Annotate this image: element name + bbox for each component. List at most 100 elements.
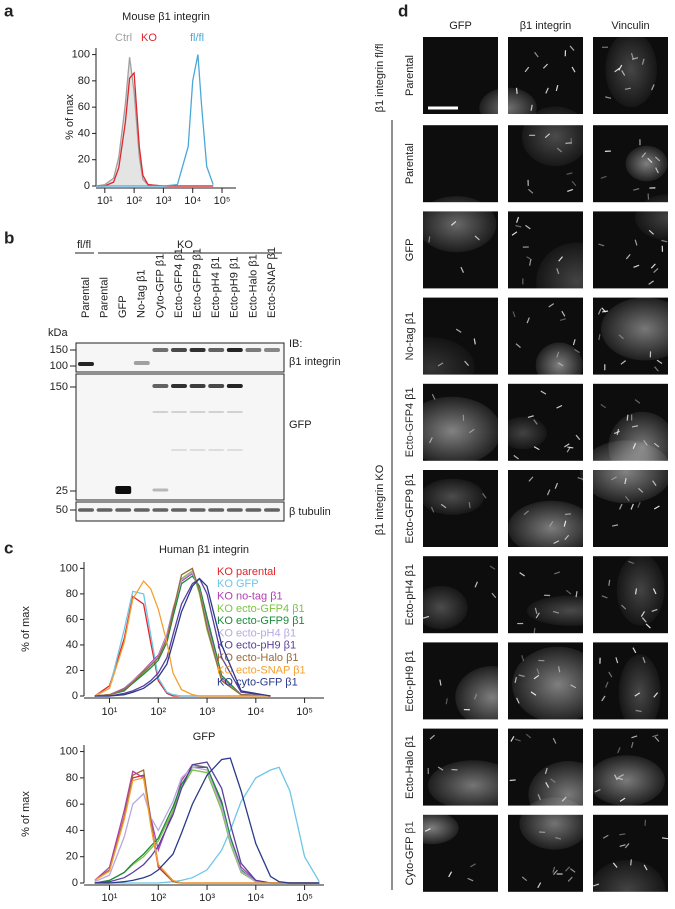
x-tick-label: 10¹	[102, 706, 118, 718]
lane-label: Ecto-Halo β1	[247, 254, 259, 318]
panel-letter: d	[398, 1, 408, 20]
adhesion	[651, 608, 658, 613]
adhesion	[618, 503, 623, 510]
cell-glow	[605, 31, 657, 108]
lane-label: GFP	[117, 295, 129, 318]
adhesion	[612, 524, 619, 527]
histogram-line	[94, 769, 320, 884]
adhesion	[474, 693, 478, 700]
cell-glow	[589, 859, 666, 909]
adhesion	[557, 362, 564, 367]
adhesion	[601, 307, 607, 313]
cell-glow	[386, 337, 475, 399]
adhesion	[602, 834, 609, 839]
adhesion	[431, 393, 436, 400]
y-tick-label: 40	[66, 824, 78, 836]
adhesion	[515, 87, 518, 94]
marker-label: 50	[56, 504, 68, 516]
band	[133, 361, 150, 365]
adhesion	[519, 572, 525, 577]
adhesion	[598, 243, 605, 247]
cell-glow	[625, 145, 668, 182]
band	[152, 411, 169, 413]
legend-label: KO cyto-GFP β1	[217, 677, 298, 689]
adhesion	[643, 864, 648, 871]
band	[171, 384, 187, 388]
adhesion	[429, 734, 435, 740]
adhesion	[515, 224, 522, 228]
adhesion	[637, 501, 641, 508]
adhesion	[429, 437, 433, 444]
cell-glow	[587, 755, 665, 806]
adhesion	[537, 794, 541, 801]
adhesion	[527, 415, 534, 419]
adhesion	[571, 66, 576, 73]
cell-glow	[521, 106, 590, 167]
cell-glow	[535, 342, 583, 388]
adhesion	[550, 778, 556, 783]
adhesion	[565, 589, 572, 595]
panel-letter: c	[4, 538, 13, 557]
adhesion	[641, 58, 645, 65]
adhesion	[556, 268, 560, 275]
legend-label: KO ecto-pH9 β1	[217, 640, 296, 652]
adhesion	[552, 610, 560, 614]
adhesion	[533, 627, 536, 634]
blot-group: fl/fl	[77, 239, 91, 251]
band	[208, 449, 225, 451]
adhesion	[652, 588, 657, 595]
adhesion	[570, 684, 577, 689]
row-label: Parental	[404, 55, 416, 96]
cell-glow	[403, 396, 502, 466]
adhesion	[653, 442, 660, 448]
band	[152, 508, 169, 512]
lane-label: Parental	[99, 277, 111, 318]
adhesion	[600, 403, 607, 409]
adhesion	[460, 266, 464, 273]
adhesion	[533, 674, 540, 680]
lane-label: Ecto-SNAP β1	[266, 247, 278, 318]
histogram-line	[94, 757, 320, 884]
adhesion	[450, 220, 457, 226]
adhesion	[656, 359, 663, 364]
band	[208, 384, 225, 388]
band	[189, 449, 206, 451]
adhesion	[540, 390, 547, 395]
adhesion	[509, 779, 516, 782]
marker-label: 150	[50, 344, 68, 356]
row-label: GFP	[404, 239, 416, 262]
marker-label: 25	[56, 485, 68, 497]
band	[78, 508, 94, 512]
adhesion	[618, 334, 624, 340]
adhesion	[631, 735, 638, 739]
adhesion	[653, 692, 659, 698]
adhesion	[634, 399, 641, 404]
band	[189, 411, 206, 413]
adhesion	[554, 571, 561, 575]
column-header: GFP	[449, 20, 472, 32]
histogram-line	[94, 580, 271, 697]
adhesion	[615, 657, 619, 664]
adhesion	[624, 495, 630, 502]
adhesion	[536, 668, 540, 675]
adhesion	[559, 318, 567, 321]
cell-glow	[519, 797, 590, 850]
adhesion	[641, 152, 647, 158]
cell-glow	[414, 585, 468, 630]
adhesion	[535, 612, 540, 619]
cell-glow	[601, 297, 675, 361]
antibody-label: GFP	[289, 419, 312, 431]
band	[208, 411, 225, 413]
x-tick-label: 10⁵	[214, 195, 231, 207]
adhesion	[575, 434, 581, 441]
adhesion	[605, 96, 612, 99]
adhesion	[567, 876, 573, 882]
adhesion	[428, 236, 431, 243]
lane-label: Ecto-pH9 β1	[229, 257, 241, 318]
adhesion	[652, 734, 659, 738]
adhesion	[470, 863, 476, 868]
adhesion	[661, 837, 669, 840]
adhesion	[549, 521, 554, 527]
adhesion	[422, 615, 430, 619]
cell-glow	[580, 440, 672, 504]
